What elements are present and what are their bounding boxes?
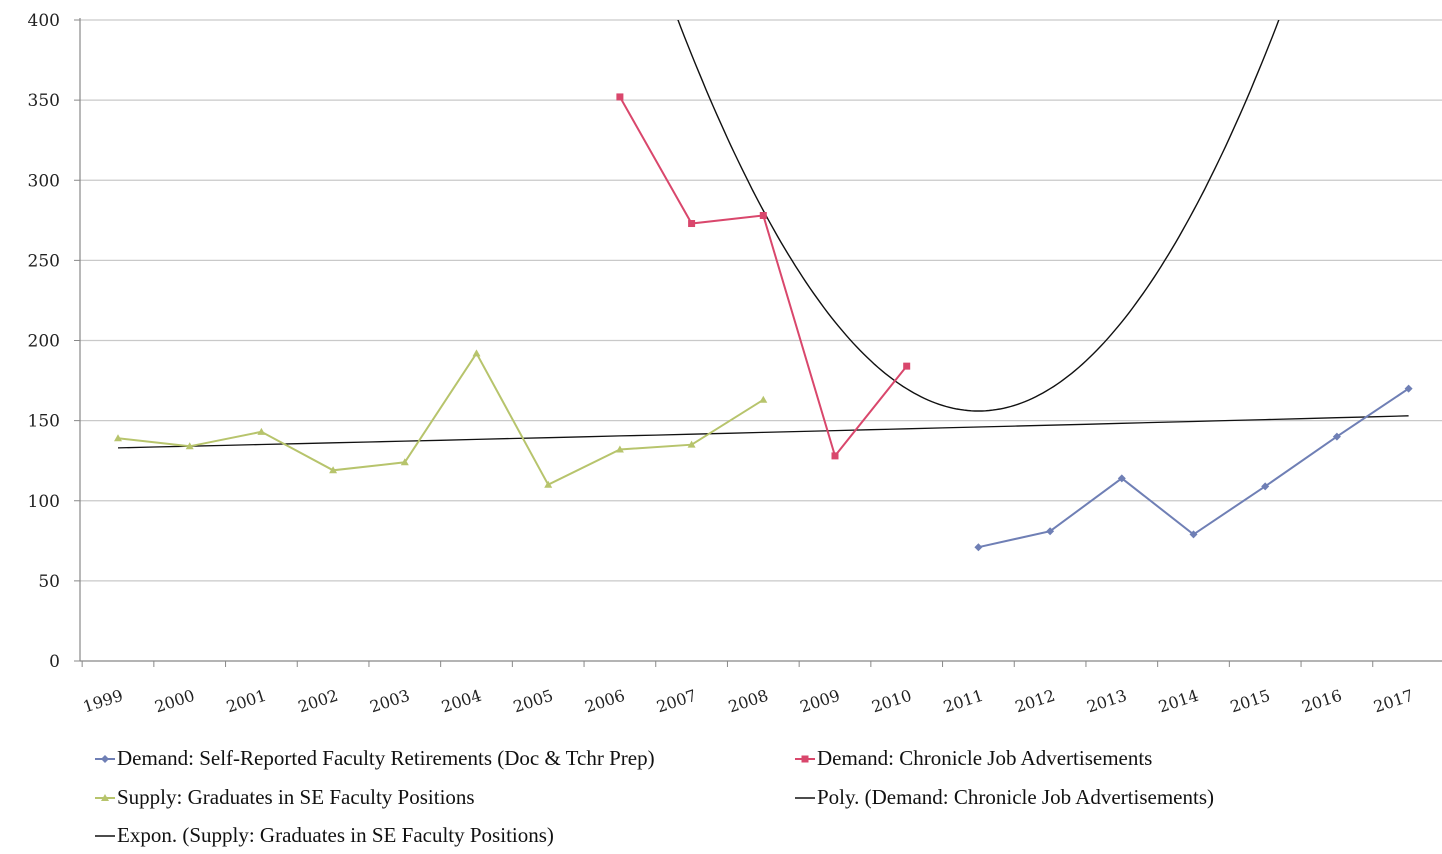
- series-line: [978, 387, 1410, 549]
- y-tick-label: 250: [28, 251, 60, 271]
- x-tick-label: 2011: [941, 686, 986, 717]
- data-point: [1332, 432, 1341, 441]
- data-point: [185, 442, 194, 450]
- x-tick-label: 2009: [798, 686, 843, 717]
- x-tick-label: 2003: [367, 686, 412, 717]
- data-point: [615, 445, 624, 453]
- data-point: [544, 480, 553, 488]
- data-point: [759, 212, 767, 220]
- x-tick-label: 2015: [1228, 686, 1273, 717]
- y-tick-label: 200: [28, 332, 60, 352]
- legend: Demand: Self-Reported Faculty Retirement…: [95, 746, 1214, 847]
- y-tick-label: 400: [28, 11, 60, 31]
- x-tick-label: 2012: [1013, 686, 1058, 717]
- data-point: [101, 794, 109, 801]
- x-tick-label: 1999: [81, 686, 126, 717]
- x-tick-label: 2006: [583, 686, 628, 717]
- x-tick-label: 2010: [869, 686, 914, 717]
- data-point: [257, 427, 266, 435]
- legend-label: Poly. (Demand: Chronicle Job Advertiseme…: [817, 785, 1214, 809]
- data-point: [101, 755, 109, 763]
- data-point: [831, 452, 839, 460]
- legend-label: Supply: Graduates in SE Faculty Position…: [117, 785, 475, 809]
- data-point: [329, 466, 338, 474]
- y-tick-label: 150: [28, 412, 60, 432]
- x-tick-label: 2008: [726, 686, 771, 717]
- data-point: [688, 220, 696, 228]
- y-tick-label: 0: [49, 652, 60, 672]
- data-point: [616, 93, 624, 101]
- data-point: [687, 440, 696, 448]
- data-point: [801, 755, 809, 763]
- data-point: [1117, 474, 1126, 483]
- x-axis-ticks: 1999 2000 2001 2002 2003 2004 2005 2006 2007 2008…: [81, 661, 1416, 717]
- x-tick-label: 2016: [1300, 686, 1345, 717]
- y-axis-ticks: 0 50 100 150 200 250 300 350 400: [28, 11, 80, 672]
- y-tick-label: 50: [38, 572, 60, 592]
- x-tick-label: 2013: [1084, 686, 1129, 717]
- x-tick-label: 2002: [296, 686, 341, 717]
- y-tick-label: 300: [28, 171, 60, 191]
- data-point: [1404, 384, 1413, 393]
- y-tick-label: 100: [28, 492, 60, 512]
- data-point: [1189, 530, 1198, 539]
- x-tick-label: 2001: [224, 686, 269, 717]
- data-series: [114, 93, 1413, 552]
- x-tick-label: 2000: [152, 686, 197, 717]
- trend-lines: [117, 20, 1409, 449]
- data-point: [472, 349, 481, 357]
- legend-label: Demand: Self-Reported Faculty Retirement…: [117, 746, 655, 770]
- x-tick-label: 2005: [511, 686, 556, 717]
- y-tick-label: 350: [28, 91, 60, 111]
- poly-trendline: [677, 20, 1280, 412]
- data-point: [400, 458, 409, 466]
- data-point: [903, 362, 911, 370]
- axes: [79, 18, 1442, 662]
- data-point: [114, 434, 122, 442]
- series-line: [117, 351, 764, 487]
- expon-trendline: [117, 415, 1409, 449]
- x-tick-label: 2004: [439, 686, 484, 717]
- legend-label: Expon. (Supply: Graduates in SE Faculty …: [117, 823, 554, 847]
- legend-label: Demand: Chronicle Job Advertisements: [817, 746, 1152, 770]
- data-point: [974, 543, 983, 552]
- data-point: [1046, 527, 1055, 536]
- data-point: [1261, 482, 1270, 491]
- grid-lines: [80, 19, 1442, 582]
- data-point: [759, 395, 768, 403]
- x-tick-label: 2017: [1371, 686, 1416, 717]
- x-tick-label: 2007: [654, 686, 699, 717]
- x-tick-label: 2014: [1156, 686, 1201, 717]
